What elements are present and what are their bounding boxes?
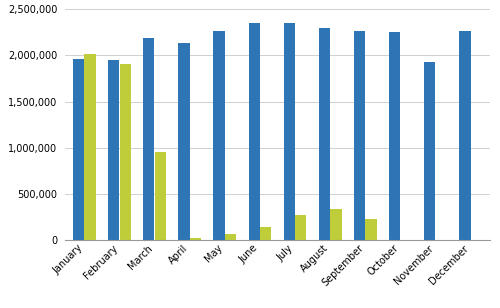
Bar bbox=[366, 219, 376, 240]
Bar bbox=[248, 23, 260, 240]
Bar bbox=[225, 234, 236, 240]
Bar bbox=[284, 23, 295, 240]
Bar bbox=[108, 60, 120, 240]
Bar bbox=[260, 227, 272, 240]
Bar bbox=[178, 43, 190, 240]
Bar bbox=[154, 152, 166, 240]
Bar bbox=[319, 28, 330, 240]
Bar bbox=[143, 38, 154, 240]
Bar bbox=[460, 31, 470, 240]
Bar bbox=[389, 32, 400, 240]
Bar bbox=[190, 238, 201, 240]
Bar bbox=[295, 215, 306, 240]
Bar bbox=[120, 64, 131, 240]
Bar bbox=[354, 31, 365, 240]
Bar bbox=[214, 31, 224, 240]
Bar bbox=[84, 54, 96, 240]
Bar bbox=[330, 209, 342, 240]
Bar bbox=[73, 59, 84, 240]
Bar bbox=[424, 62, 436, 240]
